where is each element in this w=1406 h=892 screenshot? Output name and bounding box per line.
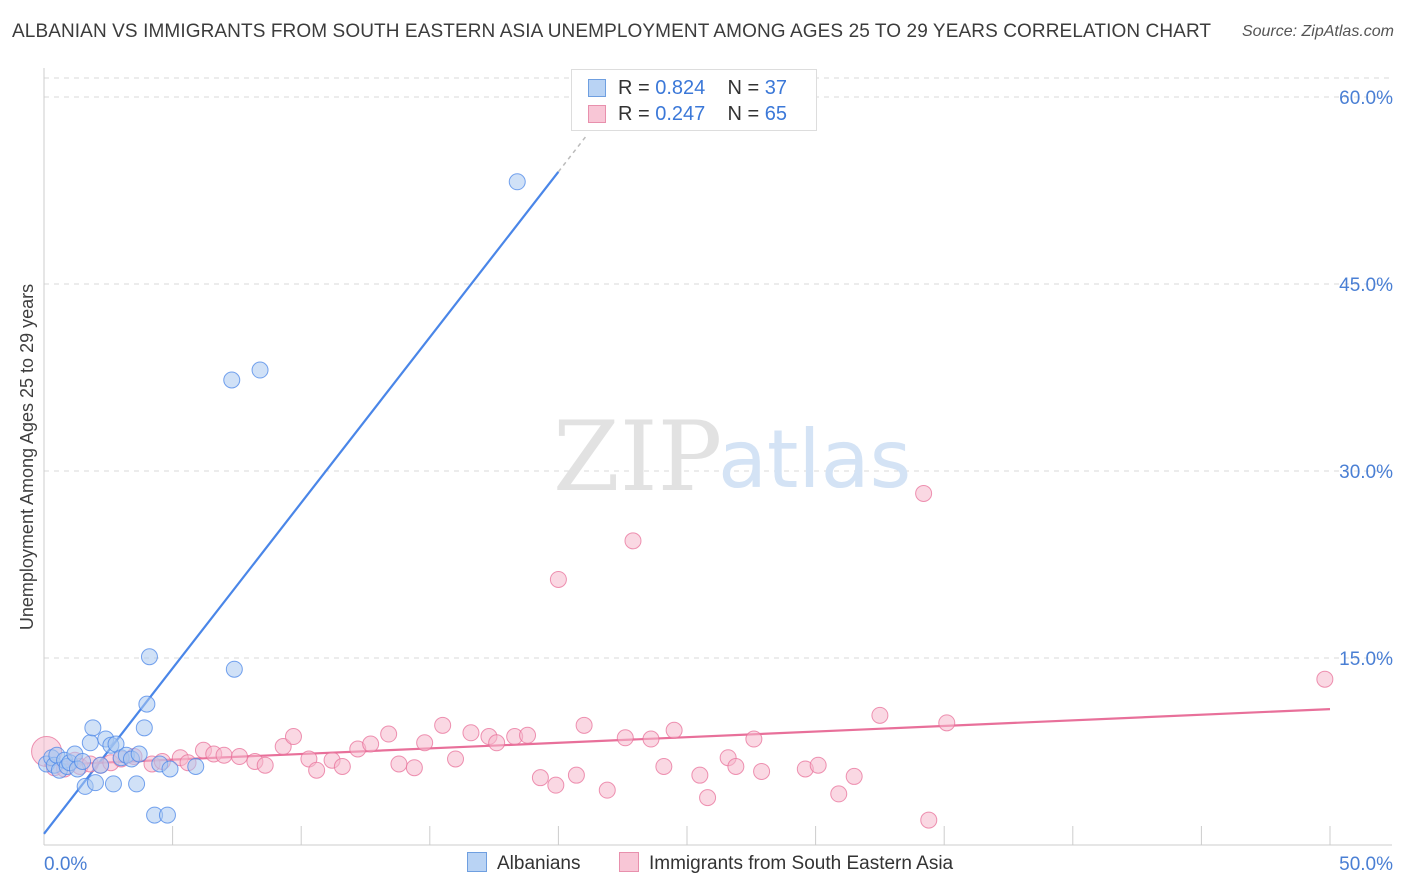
immigrants-point [405,759,423,777]
immigrants-point [284,728,302,746]
n-label: N = [727,77,765,99]
albanians-point [130,745,148,763]
immigrants-point [549,570,567,588]
immigrants-point [845,767,863,785]
immigrants-point [519,726,537,744]
immigrants-point [830,785,848,803]
albanians-point [74,752,92,770]
immigrants-point [691,766,709,784]
albanians-point [161,760,179,778]
immigrants-point [547,776,565,794]
source-label: Source: ZipAtlas.com [1241,23,1394,40]
n-label: N = [727,103,765,125]
data-points [31,173,1334,829]
albanians-legend-swatch [467,852,487,872]
immigrants-point [256,756,274,774]
watermark-zip: ZIP [553,401,722,513]
immigrants-point [809,756,827,774]
albanians-point [158,806,176,824]
immigrants-point [488,734,506,752]
legend-row-immigrants: R = 0.247 N = 65 [588,103,787,125]
immigrants-point [531,769,549,787]
immigrants-point [575,716,593,734]
immigrants-point [920,811,938,829]
albanians-swatch [588,79,606,97]
y-tick-label: 15.0% [1339,649,1393,670]
immigrants-point [727,757,745,775]
immigrants-point [274,738,292,756]
immigrants-point [665,721,683,739]
albanians-point [104,775,122,793]
immigrants-point [434,716,452,734]
immigrants-point [462,724,480,742]
albanians-point [92,756,110,774]
immigrants-r-value: 0.247 [655,103,706,125]
axes [43,68,1392,846]
immigrants-point [390,755,408,773]
immigrants-swatch [588,105,606,123]
immigrants-legend-label: Immigrants from South Eastern Asia [649,853,954,874]
immigrants-point [1316,670,1334,688]
immigrants-point [938,714,956,732]
albanians-point [128,775,146,793]
immigrants-point [616,729,634,747]
immigrants-point [699,789,717,807]
immigrants-n-value: 65 [764,103,788,125]
immigrants-point [230,747,248,765]
y-tick-label: 60.0% [1339,88,1393,109]
bottom-legend-immigrants: Immigrants from South Eastern Asia [619,852,953,875]
immigrants-point [380,725,398,743]
immigrants-point [416,734,434,752]
immigrants-point [655,757,673,775]
albanians-point [187,757,205,775]
immigrants-point [745,730,763,748]
gridlines [44,77,1392,659]
r-label: R = [618,77,656,99]
albanians-point [140,648,158,666]
albanians-point [251,361,269,379]
legend-row-albanians: R = 0.824 N = 37 [588,77,787,99]
albanians-point [84,719,102,737]
albanians-trend-extension [557,134,588,173]
y-tick-label: 30.0% [1339,462,1393,483]
correlation-legend: R = 0.824 N = 37 R = 0.247 N = 65 [571,69,817,131]
immigrants-point [308,761,326,779]
immigrants-point [642,730,660,748]
immigrants-point [598,781,616,799]
albanians-point [135,719,153,737]
immigrants-point [567,766,585,784]
r-label: R = [618,103,656,125]
y-tick-labels: 15.0% 30.0% 45.0% 60.0% [1339,88,1393,670]
albanians-point [138,695,156,713]
albanians-r-value: 0.824 [655,77,706,99]
albanians-legend-label: Albanians [497,853,581,874]
immigrants-point [333,757,351,775]
albanians-point [223,371,241,389]
immigrants-point [624,532,642,550]
albanians-point [86,774,104,792]
albanians-trend-line [43,171,560,835]
albanians-point [81,734,99,752]
immigrants-point [215,746,233,764]
immigrants-legend-swatch [619,852,639,872]
x-tick-label: 0.0% [44,854,87,875]
y-tick-label: 45.0% [1339,275,1393,296]
x-tick-label: 50.0% [1339,854,1393,875]
bottom-legend-albanians: Albanians [467,852,580,875]
y-axis-label: Unemployment Among Ages 25 to 29 years [17,284,37,630]
immigrants-point [362,735,380,753]
albanians-point [225,660,243,678]
watermark-atlas: atlas [718,413,911,506]
immigrants-point [915,484,933,502]
watermark: ZIP atlas [553,401,911,513]
x-tick-labels: 0.0% 50.0% [44,854,1393,875]
immigrants-point [447,750,465,768]
albanians-n-value: 37 [764,77,788,99]
albanians-point [508,173,526,191]
chart-title: ALBANIAN VS IMMIGRANTS FROM SOUTH EASTER… [12,21,1212,42]
immigrants-point [871,706,889,724]
immigrants-point [753,762,771,780]
